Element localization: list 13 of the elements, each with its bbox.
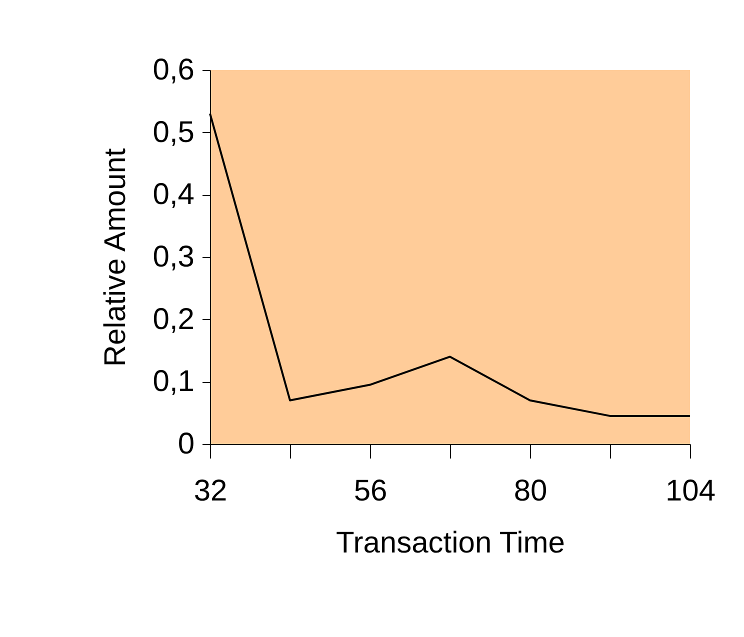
y-tick-label: 0,3 [152, 240, 194, 274]
x-tick-label: 80 [514, 474, 548, 508]
x-tick-label: 56 [354, 474, 388, 508]
y-tick-label: 0,4 [152, 178, 194, 212]
x-axis-title: Transaction Time [336, 526, 565, 560]
y-tick-label: 0,6 [152, 54, 194, 86]
y-axis-title: Relative Amount [98, 148, 132, 367]
x-tick-label: 32 [194, 474, 228, 508]
x-tick-label: 104 [665, 474, 716, 508]
y-tick-label: 0 [178, 428, 194, 460]
y-tick-label: 0,2 [152, 302, 194, 336]
y-tick-label: 0,5 [152, 116, 194, 149]
y-tick-label: 0,1 [152, 365, 194, 398]
